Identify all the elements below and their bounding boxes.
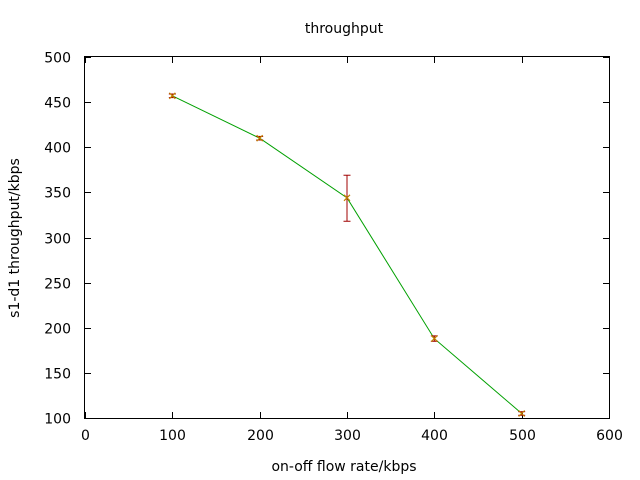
y-tick-label: 100 — [44, 412, 71, 428]
axis-ticks: 0 100 200 300 400 500 600 100 150 200 250 300 350 400… — [44, 51, 623, 445]
y-tick-label: 150 — [44, 367, 71, 383]
data-point — [518, 410, 526, 417]
y-tick-label: 250 — [44, 277, 71, 293]
y-tick-label: 300 — [44, 232, 71, 248]
x-tick-label: 100 — [159, 428, 186, 444]
data-point — [430, 335, 438, 343]
x-tick-label: 300 — [334, 428, 361, 444]
data-point — [343, 194, 351, 202]
data-point — [168, 92, 176, 100]
plot-frame — [84, 56, 610, 419]
x-tick-label: 0 — [81, 428, 90, 444]
chart-title: throughput — [305, 21, 384, 37]
y-axis-label: s1-d1 throughput/kbps — [7, 158, 23, 318]
data-point — [256, 134, 264, 142]
x-tick-label: 400 — [421, 428, 448, 444]
y-tick-label: 450 — [44, 96, 71, 112]
y-tick-label: 200 — [44, 322, 71, 338]
y-tick-label: 350 — [44, 186, 71, 202]
y-tick-label: 400 — [44, 141, 71, 157]
x-axis-label: on-off flow rate/kbps — [271, 459, 416, 475]
series-layer — [168, 92, 526, 417]
y-tick-label: 500 — [44, 51, 71, 67]
x-tick-label: 600 — [596, 428, 623, 444]
x-tick-label: 500 — [509, 428, 536, 444]
x-tick-label: 200 — [247, 428, 274, 444]
